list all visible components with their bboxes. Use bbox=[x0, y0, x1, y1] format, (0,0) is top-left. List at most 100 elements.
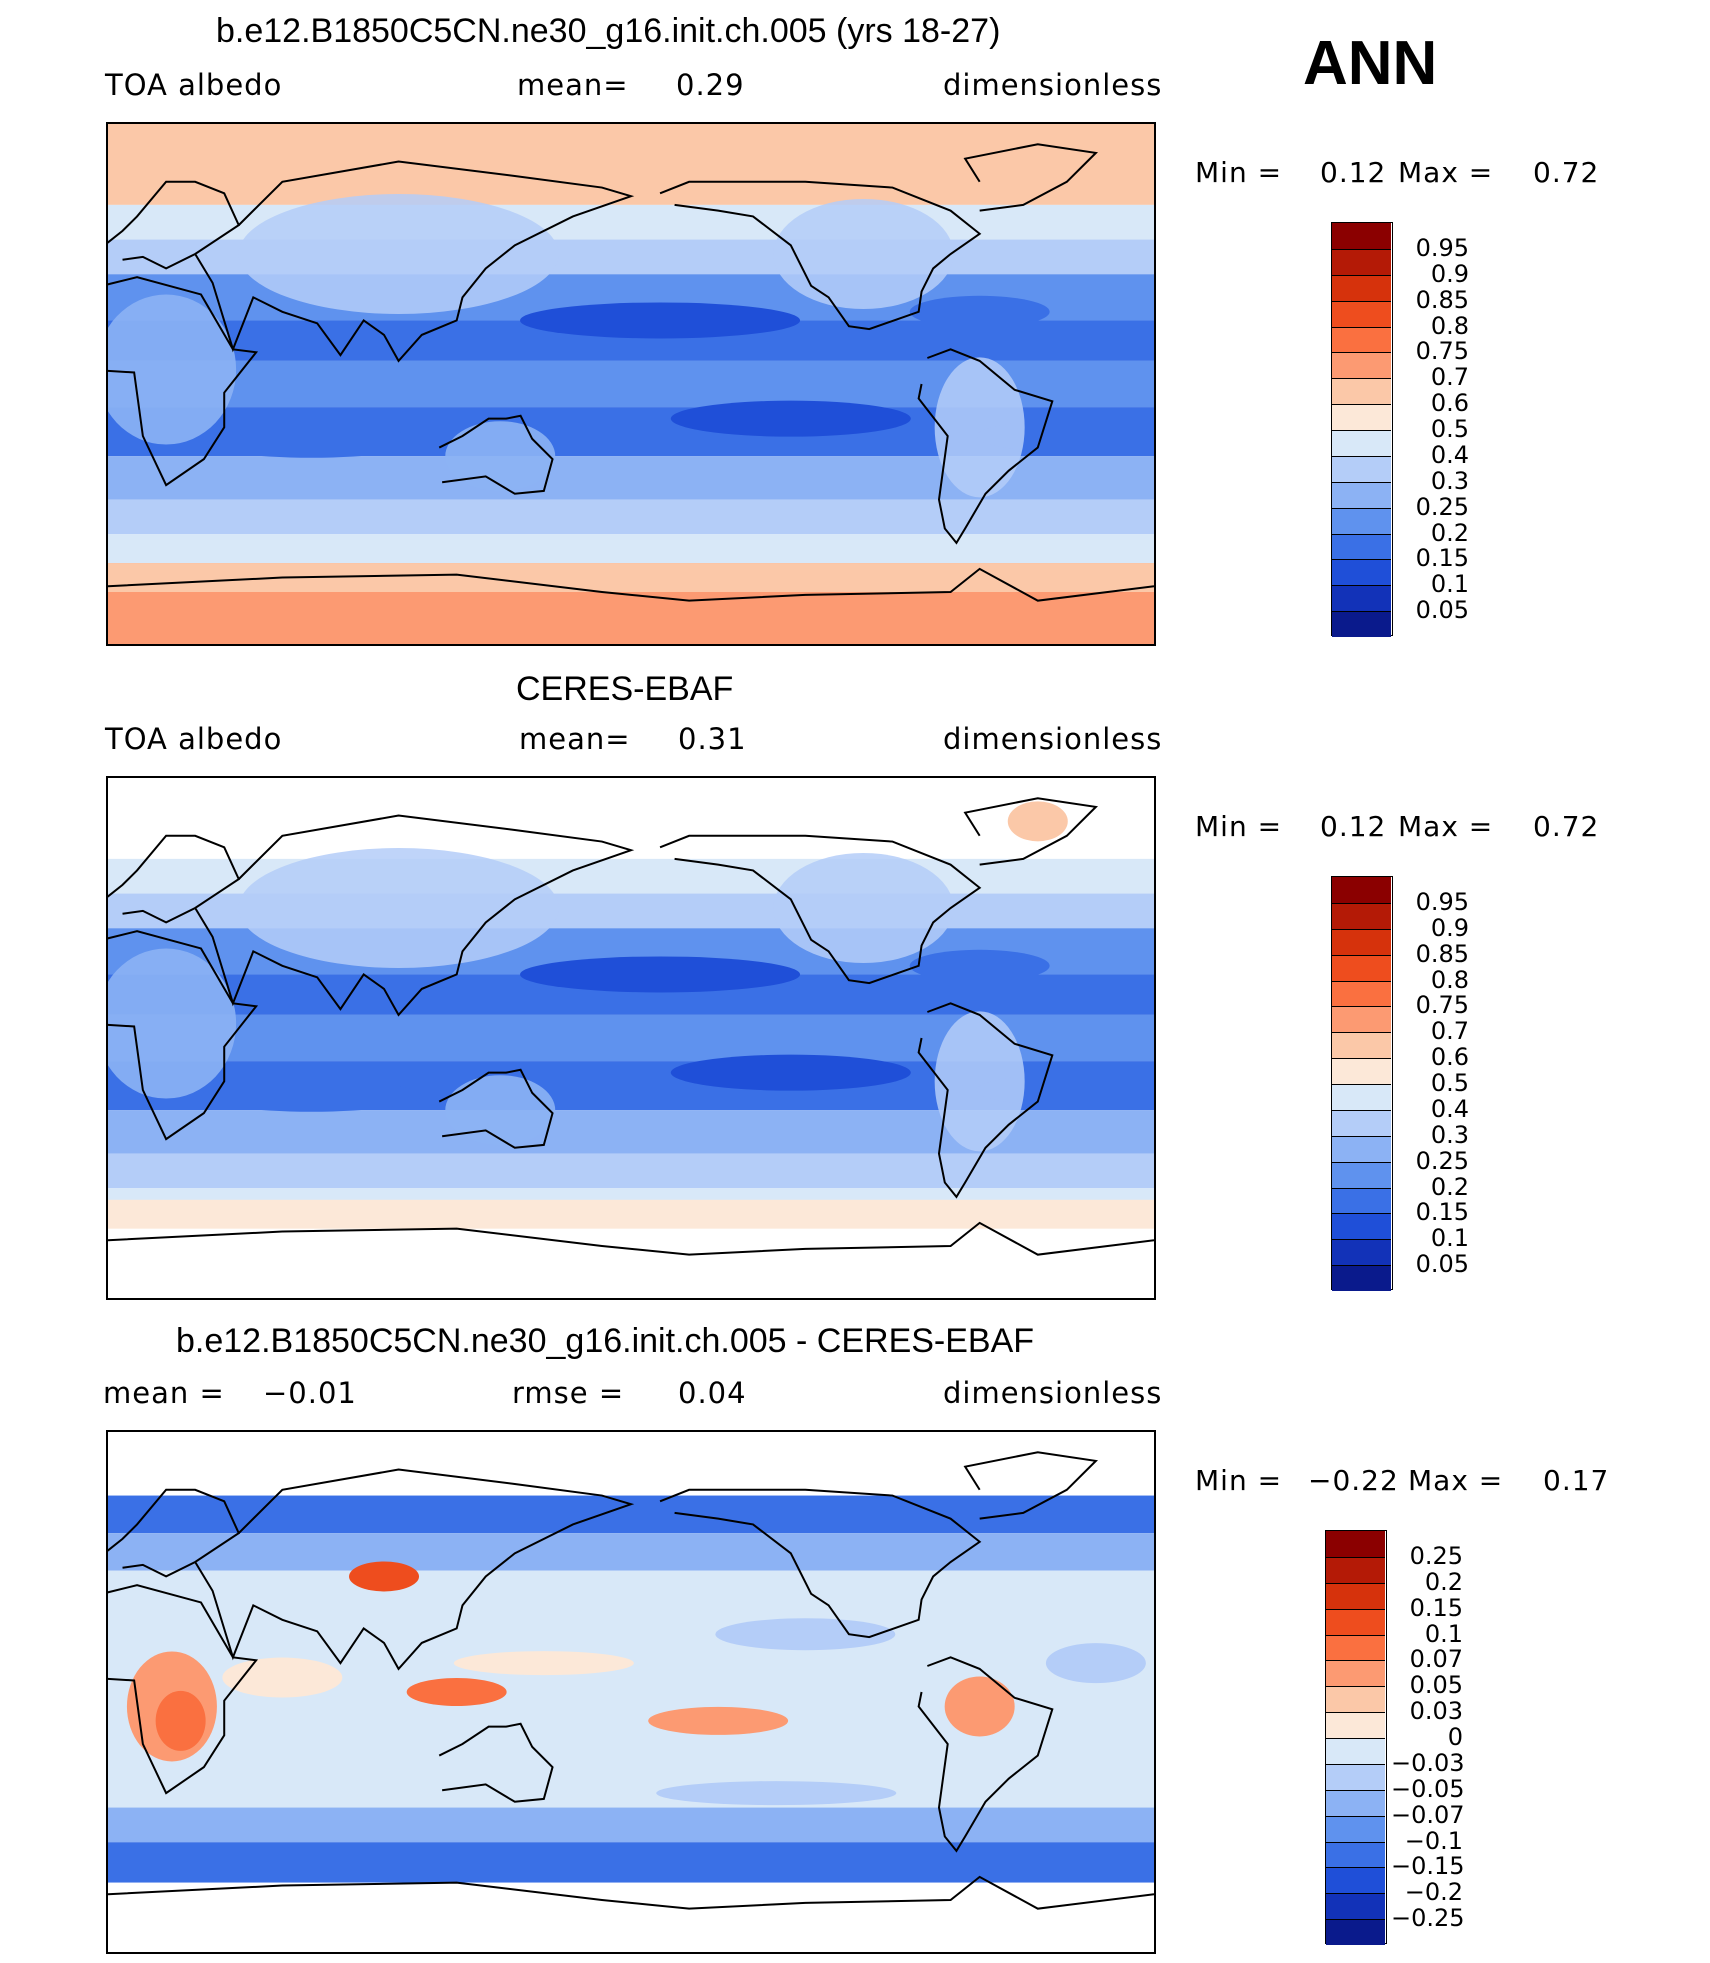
colorbar-swatch bbox=[1332, 1239, 1391, 1266]
panel-3-title: b.e12.B1850C5CN.ne30_g16.init.ch.005 - C… bbox=[176, 1322, 1035, 1360]
colorbar-tick-label: 0.2 bbox=[1430, 518, 1469, 547]
panel-2-title: CERES-EBAF bbox=[516, 670, 734, 708]
colorbar-swatch bbox=[1326, 1738, 1385, 1764]
panel-2-units: dimensionless bbox=[943, 722, 1163, 756]
colorbar-tick-label: 0.1 bbox=[1430, 1224, 1469, 1253]
colorbar-tick-label: 0.5 bbox=[1430, 1069, 1469, 1097]
colorbar-swatch bbox=[1326, 1531, 1385, 1557]
colorbar-tick-label: 0.25 bbox=[1415, 1146, 1469, 1175]
colorbar-tick-label: −0.03 bbox=[1391, 1748, 1465, 1777]
colorbar-tick-label: 0.6 bbox=[1430, 389, 1469, 418]
colorbar-swatch bbox=[1332, 378, 1391, 405]
panel-2-colorbar: 0.95 0.9 0.85 0.8 0.75 0.7 0.6 0.5 0.4 0.3 0.25 0.2… bbox=[1331, 876, 1469, 1291]
panel-3-colorbar: 0.25 0.2 0.15 0.1 0.07 0.05 0.03 0 −0.03 −0.05 −0.… bbox=[1325, 1530, 1465, 1945]
panel-3-units: dimensionless bbox=[943, 1376, 1163, 1410]
colorbar-tick-label: 0.07 bbox=[1409, 1645, 1463, 1674]
colorbar-tick-label: 0.75 bbox=[1415, 337, 1469, 366]
colorbar-tick-label: −0.25 bbox=[1391, 1904, 1465, 1933]
colorbar-tick-label: 0.9 bbox=[1430, 913, 1469, 942]
colorbar-tick-label: −0.05 bbox=[1391, 1774, 1465, 1803]
colorbar-swatch bbox=[1326, 1919, 1385, 1945]
colorbar-tick-label: 0.3 bbox=[1430, 466, 1469, 495]
panel-2-mean-value: 0.31 bbox=[678, 722, 747, 756]
panel-1-units: dimensionless bbox=[943, 68, 1163, 102]
panel-1-mean-value: 0.29 bbox=[676, 68, 745, 102]
colorbar-swatch bbox=[1326, 1556, 1385, 1583]
colorbar-tick-label: 0 bbox=[1447, 1723, 1463, 1751]
colorbar-swatch bbox=[1326, 1712, 1385, 1738]
colorbar-swatch bbox=[1332, 223, 1391, 249]
colorbar-tick-label: 0.2 bbox=[1424, 1567, 1463, 1596]
colorbar-tick-label: 0.15 bbox=[1415, 1198, 1469, 1227]
colorbar-swatch bbox=[1332, 877, 1391, 903]
colorbar-tick-label: 0.1 bbox=[1424, 1619, 1463, 1648]
panel-1-title: b.e12.B1850C5CN.ne30_g16.init.ch.005 (yr… bbox=[216, 12, 1001, 50]
colorbar-swatch bbox=[1326, 1686, 1385, 1713]
colorbar-swatch bbox=[1332, 902, 1391, 929]
colorbar-swatch bbox=[1332, 481, 1391, 508]
colorbar-tick-label: −0.07 bbox=[1391, 1800, 1465, 1829]
panel-3-max-label: Max = bbox=[1408, 1464, 1504, 1497]
colorbar-box bbox=[1331, 876, 1393, 1291]
colorbar-swatch bbox=[1332, 1135, 1391, 1162]
panel-2-variable: TOA albedo bbox=[105, 722, 283, 756]
colorbar-tick-label: 0.95 bbox=[1415, 887, 1469, 916]
colorbar-tick-label: 0.25 bbox=[1409, 1541, 1463, 1570]
colorbar-swatch bbox=[1332, 533, 1391, 560]
colorbar-swatch bbox=[1332, 559, 1391, 586]
colorbar-swatch bbox=[1332, 1032, 1391, 1059]
colorbar-swatch bbox=[1332, 1084, 1391, 1110]
colorbar-tick-label: 0.5 bbox=[1430, 415, 1469, 443]
panel-3-rmse-value: 0.04 bbox=[678, 1376, 747, 1410]
colorbar-tick-label: 0.2 bbox=[1430, 1172, 1469, 1201]
colorbar-tick-label: 0.4 bbox=[1430, 440, 1469, 469]
panel-1-max-label: Max = bbox=[1398, 156, 1494, 189]
colorbar-swatch bbox=[1332, 611, 1391, 637]
panel-2-min-label: Min = bbox=[1195, 810, 1283, 843]
panel-1-max-value: 0.72 bbox=[1533, 156, 1600, 189]
colorbar-swatch bbox=[1332, 1161, 1391, 1188]
colorbar-swatch bbox=[1332, 248, 1391, 275]
panel-1-map bbox=[106, 122, 1156, 646]
panel-2-mean-label: mean= bbox=[519, 722, 631, 756]
colorbar-swatch bbox=[1332, 404, 1391, 430]
colorbar-swatch bbox=[1326, 1789, 1385, 1816]
colorbar-tick-label: 0.85 bbox=[1415, 285, 1469, 314]
colorbar-tick-label: 0.9 bbox=[1430, 259, 1469, 288]
colorbar-swatch bbox=[1332, 274, 1391, 301]
colorbar-tick-label: 0.75 bbox=[1415, 991, 1469, 1020]
panel-2-max-value: 0.72 bbox=[1533, 810, 1600, 843]
colorbar-tick-label: 0.1 bbox=[1430, 570, 1469, 599]
colorbar-swatch bbox=[1326, 1608, 1385, 1635]
panel-2-max-label: Max = bbox=[1398, 810, 1494, 843]
colorbar-swatch bbox=[1332, 352, 1391, 379]
colorbar-box bbox=[1325, 1530, 1387, 1945]
colorbar-swatch bbox=[1326, 1660, 1385, 1687]
colorbar-tick-label: 0.15 bbox=[1415, 544, 1469, 573]
colorbar-swatch bbox=[1326, 1582, 1385, 1609]
colorbar-tick-label: 0.25 bbox=[1415, 492, 1469, 521]
colorbar-tick-label: 0.05 bbox=[1415, 1250, 1469, 1279]
colorbar-tick-label: 0.7 bbox=[1430, 363, 1469, 392]
colorbar-tick-label: 0.6 bbox=[1430, 1043, 1469, 1072]
colorbar-swatch bbox=[1332, 1006, 1391, 1033]
colorbar-swatch bbox=[1332, 954, 1391, 981]
colorbar-swatch bbox=[1332, 455, 1391, 482]
panel-3-min-value: −0.22 bbox=[1308, 1464, 1399, 1497]
season-label: ANN bbox=[1303, 29, 1438, 98]
panel-3-mean-label: mean = bbox=[103, 1376, 225, 1410]
panel-1-mean-label: mean= bbox=[517, 68, 629, 102]
colorbar-swatch bbox=[1326, 1634, 1385, 1661]
colorbar-tick-label: 0.8 bbox=[1430, 965, 1469, 994]
colorbar-swatch bbox=[1332, 980, 1391, 1007]
colorbar-tick-label: −0.2 bbox=[1404, 1878, 1463, 1907]
colorbar-tick-label: 0.05 bbox=[1409, 1671, 1463, 1700]
colorbar-tick-label: 0.15 bbox=[1409, 1593, 1463, 1622]
colorbar-swatch bbox=[1332, 430, 1391, 456]
panel-3-mean-value: −0.01 bbox=[263, 1376, 357, 1410]
panel-3-map bbox=[106, 1430, 1156, 1954]
panel-1-colorbar: 0.95 0.9 0.85 0.8 0.75 0.7 0.6 0.5 0.4 0.3 0.25 0.2… bbox=[1331, 222, 1469, 637]
colorbar-tick-label: 0.4 bbox=[1430, 1094, 1469, 1123]
colorbar-tick-label: 0.7 bbox=[1430, 1017, 1469, 1046]
colorbar-swatch bbox=[1332, 300, 1391, 327]
